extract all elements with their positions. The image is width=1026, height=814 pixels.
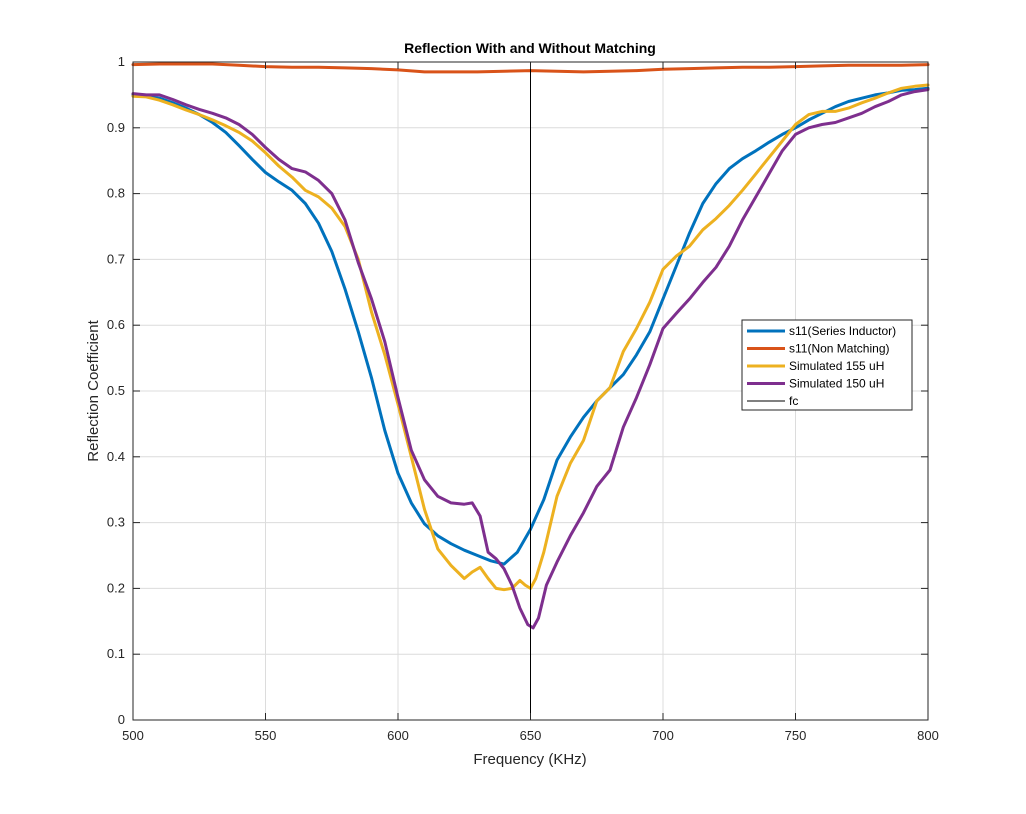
x-axis-label: Frequency (KHz) [473,751,586,768]
y-tick-label: 0.8 [107,186,125,201]
series-line-4 [131,88,930,630]
legend-entry-label: Simulated 155 uH [789,359,884,373]
y-tick-label: 0.9 [107,120,125,135]
x-tick-label: 800 [917,728,939,743]
x-tick-label: 500 [122,728,144,743]
y-tick-label: 0.1 [107,646,125,661]
legend-entry-label: Simulated 150 uH [789,377,884,391]
y-tick-label: 0.2 [107,580,125,595]
y-axis-label: Reflection Coefficient [85,319,102,461]
legend-entry-label: fc [789,394,798,408]
x-tick-label: 600 [387,728,409,743]
legend: s11(Series Inductor) s11(Non Matching) Sim… [741,319,913,411]
y-tick-label: 0 [118,712,125,727]
x-tick-label: 750 [785,728,807,743]
y-tick-label: 0.5 [107,383,125,398]
legend-entry-label: s11(Series Inductor) [789,324,896,338]
y-tick-label: 0.3 [107,515,125,530]
legend-entry-label: s11(Non Matching) [789,342,890,356]
x-tick-label: 700 [652,728,674,743]
x-tick-label: 550 [255,728,277,743]
y-tick-label: 1 [118,54,125,69]
y-tick-label: 0.6 [107,317,125,332]
x-tick-label: 650 [520,728,542,743]
series-line-3 [131,83,930,592]
y-tick-label: 0.7 [107,251,125,266]
ticks: 500 550 600 650 700 750 800 0 0.1 0.2 0.3 0.4 0.5 0.6… [107,54,939,743]
chart-title: Reflection With and Without Matching [404,40,656,56]
y-tick-label: 0.4 [107,449,125,464]
